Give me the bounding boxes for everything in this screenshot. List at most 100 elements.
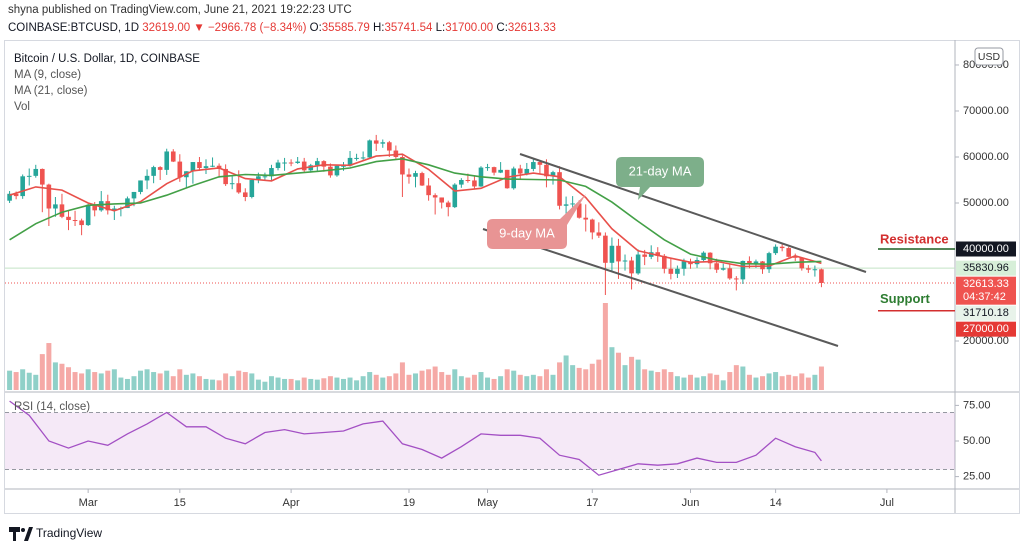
candle-body xyxy=(301,161,307,171)
candle-body xyxy=(347,157,353,166)
volume-bar xyxy=(799,373,805,390)
volume-bar xyxy=(746,374,752,390)
legend-entry: Vol xyxy=(14,101,30,113)
callout-text: 21-day MA xyxy=(629,163,692,178)
candle-body xyxy=(85,204,91,226)
candle-body xyxy=(177,161,183,178)
candle-body xyxy=(321,161,327,167)
ma-layer xyxy=(9,153,822,268)
candle-body xyxy=(439,197,444,203)
x-tick-label: May xyxy=(477,497,498,509)
rsi-title: RSI (14, close) xyxy=(14,401,90,413)
candle-body xyxy=(249,179,255,198)
brand-logo xyxy=(9,527,33,541)
legend: Bitcoin / U.S. Dollar, 1D, COINBASE MA (… xyxy=(14,53,200,413)
candle-body xyxy=(570,203,575,205)
candle-body xyxy=(190,162,196,172)
candle-body xyxy=(413,173,418,177)
volume-bar xyxy=(39,354,45,390)
volume-bar xyxy=(661,369,667,390)
volume-bar xyxy=(52,362,58,390)
volume-bar xyxy=(432,366,438,390)
candle-body xyxy=(53,204,58,209)
candle-body xyxy=(112,208,117,211)
y-tick-label: 25.00 xyxy=(963,471,991,483)
volume-bar xyxy=(681,377,687,390)
volume-bar xyxy=(262,381,268,390)
candle-body xyxy=(360,157,366,159)
candle-body xyxy=(753,261,759,265)
change: −2966.78 (−8.34%) xyxy=(208,22,307,34)
volume-bar xyxy=(596,359,602,390)
candle-body xyxy=(452,184,458,208)
volume-bar xyxy=(216,380,222,390)
candle-body xyxy=(164,151,170,170)
candle-body xyxy=(766,253,772,270)
candle-body xyxy=(609,245,615,263)
x-tick-label: 19 xyxy=(403,497,415,509)
candle-body xyxy=(622,260,628,262)
volume-bar xyxy=(615,352,621,390)
volume-bar xyxy=(340,378,346,390)
volume-bar xyxy=(727,372,733,390)
volume-bar xyxy=(511,370,517,390)
candle-body xyxy=(380,142,386,144)
volume-bar xyxy=(229,376,235,390)
candle-body xyxy=(740,260,746,280)
candle-body xyxy=(170,151,176,162)
volume-bar xyxy=(183,374,189,390)
level-label: Resistance xyxy=(880,231,949,246)
volume-bar xyxy=(321,378,327,390)
volume-bar xyxy=(268,376,274,390)
volume-bar xyxy=(72,372,78,390)
volume-bar xyxy=(236,370,242,390)
candle-body xyxy=(511,168,517,189)
volume-bar xyxy=(602,303,608,390)
volume-bar xyxy=(524,376,530,390)
price-label: 35830.96 xyxy=(963,262,1009,274)
candle-body xyxy=(779,246,785,249)
volume-bar xyxy=(190,373,196,390)
volume-bar xyxy=(622,365,628,390)
candle-body xyxy=(275,162,281,169)
volume-bar xyxy=(196,376,202,390)
volume-bar xyxy=(570,365,576,390)
volume-bar xyxy=(498,376,504,390)
volume-bar xyxy=(118,377,124,390)
x-tick-label: Apr xyxy=(283,497,300,509)
volume-bar xyxy=(609,347,615,390)
volume-bar xyxy=(164,370,170,390)
volume-bar xyxy=(85,369,91,390)
volume-bar xyxy=(576,367,582,390)
candle-body xyxy=(681,261,687,269)
volume-bar xyxy=(131,376,137,390)
ohlc-key: C: xyxy=(496,22,508,34)
rsi-line xyxy=(9,400,822,476)
volume-bar xyxy=(426,369,432,390)
price-label-box xyxy=(956,276,1016,305)
change-arrow: ▼ xyxy=(193,22,204,34)
volume-bar xyxy=(46,343,52,390)
volume-bar xyxy=(360,376,366,390)
volume-bar xyxy=(177,369,183,390)
candle-body xyxy=(393,150,399,157)
candle-body xyxy=(282,162,287,164)
y-tick-label: 50000.00 xyxy=(963,197,1009,209)
candle-body xyxy=(616,245,621,262)
candle-body xyxy=(138,180,143,192)
volume-bar xyxy=(465,377,471,390)
candle-body xyxy=(295,161,300,163)
volume-bar xyxy=(13,372,19,390)
candle-body xyxy=(537,162,543,165)
volume-bar xyxy=(66,367,72,390)
volume-bar xyxy=(471,374,477,390)
volume-bar xyxy=(210,379,216,390)
candle-body xyxy=(799,257,805,269)
volume-bar xyxy=(674,376,680,390)
volume-bar xyxy=(380,377,386,390)
y-tick-label: 60000.00 xyxy=(963,151,1009,163)
candle-body xyxy=(373,140,379,144)
volume-bar xyxy=(314,379,320,390)
